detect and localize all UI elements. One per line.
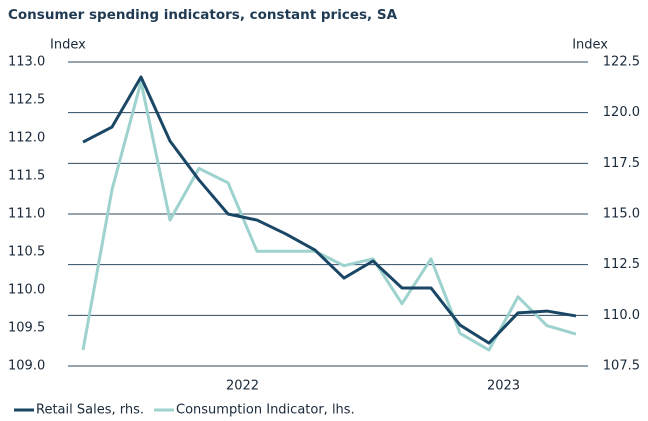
y-tick-label: 111.0 bbox=[8, 207, 45, 222]
legend-label: Consumption Indicator, lhs. bbox=[176, 403, 355, 418]
x-tick-label: 2022 bbox=[226, 379, 259, 394]
y2-tick-label: 115.0 bbox=[603, 207, 640, 222]
y-tick-label: 113.0 bbox=[8, 55, 45, 70]
y2-tick-label: 122.5 bbox=[603, 55, 640, 70]
x-tick-label: 2023 bbox=[487, 379, 520, 394]
y-tick-label: 112.0 bbox=[8, 131, 45, 146]
y2-tick-label: 107.5 bbox=[603, 359, 640, 374]
y2-tick-label: 120.0 bbox=[603, 105, 640, 120]
y-tick-label: 112.5 bbox=[8, 93, 45, 108]
y-axis-label: Index bbox=[50, 38, 86, 53]
y2-tick-label: 117.5 bbox=[603, 156, 640, 171]
series-line bbox=[81, 80, 577, 352]
y-tick-label: 110.0 bbox=[8, 283, 45, 298]
y2-tick-label: 112.5 bbox=[603, 257, 640, 272]
legend-label: Retail Sales, rhs. bbox=[36, 403, 144, 418]
chart-title: Consumer spending indicators, constant p… bbox=[8, 7, 398, 23]
y-tick-label: 109.0 bbox=[8, 359, 45, 374]
y2-tick-label: 110.0 bbox=[603, 308, 640, 323]
y2-axis-label: Index bbox=[572, 38, 608, 53]
y-tick-label: 109.5 bbox=[8, 321, 45, 336]
y-tick-label: 111.5 bbox=[8, 169, 45, 184]
series-line bbox=[82, 75, 577, 345]
y-tick-label: 110.5 bbox=[8, 245, 45, 260]
